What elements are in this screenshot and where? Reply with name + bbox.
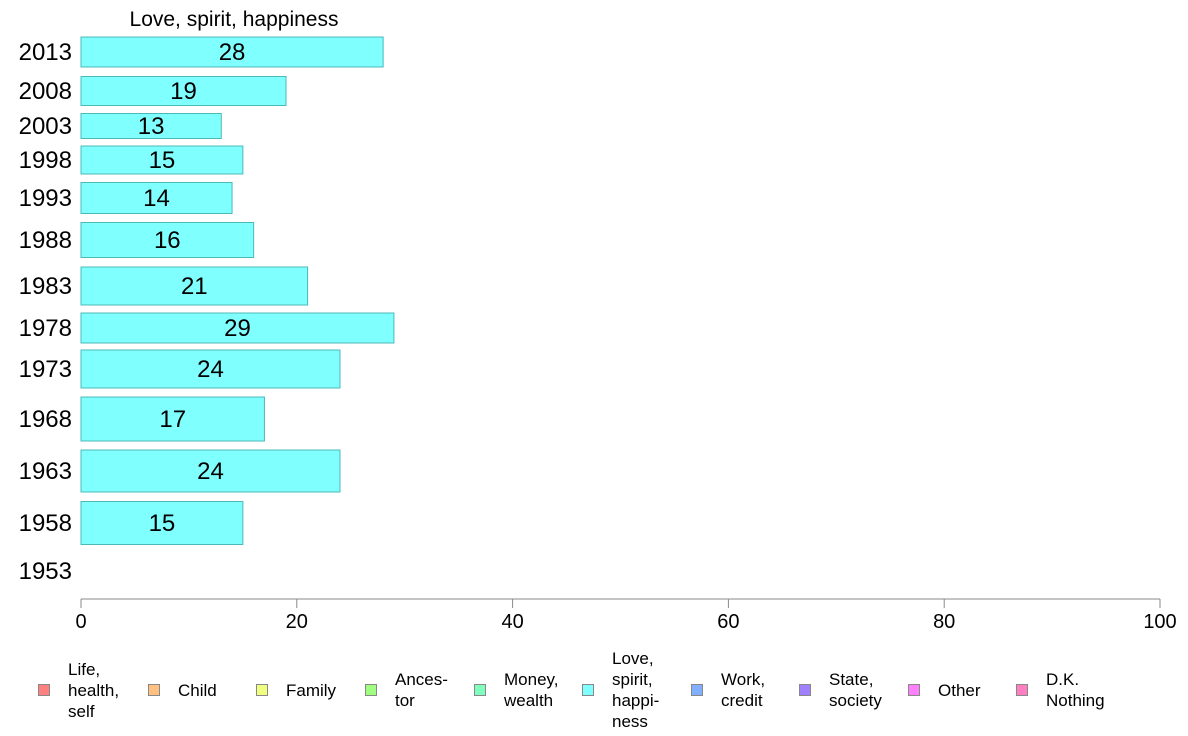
- data-label: 17: [159, 406, 186, 433]
- legend-swatch: [691, 684, 703, 696]
- legend-swatch: [38, 684, 50, 696]
- legend-item: Money, wealth: [474, 646, 559, 734]
- x-tick-label: 80: [933, 611, 955, 633]
- category-label: 1973: [19, 356, 72, 383]
- x-tick-label: 100: [1143, 611, 1176, 633]
- data-label: 21: [181, 273, 208, 300]
- legend-item: Ances- tor: [365, 646, 448, 734]
- x-tick-label: 60: [717, 611, 739, 633]
- legend-label: State, society: [829, 670, 882, 710]
- legend-swatch: [256, 684, 268, 696]
- legend-label: Ances- tor: [395, 670, 448, 710]
- legend-label: Family: [286, 680, 337, 700]
- bar: [80, 113, 222, 139]
- x-tick-label: 40: [501, 611, 523, 633]
- legend-label: Other: [938, 680, 981, 700]
- legend-item: Other: [908, 646, 981, 734]
- data-label: 28: [219, 39, 246, 66]
- bar: [80, 349, 341, 389]
- category-label: 1993: [19, 185, 72, 212]
- category-label: 2013: [19, 39, 72, 66]
- x-tick-label: 0: [75, 611, 86, 633]
- data-label: 13: [138, 113, 165, 140]
- legend-label: Life, health, self: [68, 659, 120, 721]
- legend-label: Work, credit: [721, 670, 766, 710]
- category-label: 2008: [19, 78, 72, 105]
- legend-item: Child: [148, 646, 217, 734]
- legend-label: Love, spirit, happi- ness: [612, 649, 660, 731]
- bar: [80, 222, 255, 258]
- x-tick-label: 20: [286, 611, 308, 633]
- bar: [80, 36, 384, 68]
- data-label: 19: [170, 78, 197, 105]
- legend-label: D.K. Nothing: [1046, 670, 1105, 710]
- category-label: 1953: [19, 558, 72, 585]
- bar: [80, 145, 244, 175]
- legend-item: Family: [256, 646, 336, 734]
- legend-item: D.K. Nothing: [1016, 646, 1105, 734]
- data-label: 14: [143, 185, 170, 212]
- legend-swatch: [365, 684, 377, 696]
- category-label: 1978: [19, 315, 72, 342]
- category-label: 1963: [19, 458, 72, 485]
- legend-swatch: [582, 684, 594, 696]
- chart-title: Love, spirit, happiness: [130, 8, 339, 31]
- legend-item: Love, spirit, happi- ness: [582, 646, 659, 734]
- data-label: 15: [149, 147, 176, 174]
- category-label: 1958: [19, 510, 72, 537]
- data-label: 24: [197, 458, 224, 485]
- data-label: 16: [154, 227, 181, 254]
- bar: [80, 449, 341, 493]
- legend-item: Life, health, self: [38, 646, 119, 734]
- legend-swatch: [799, 684, 811, 696]
- legend-item: Work, credit: [691, 646, 765, 734]
- category-label: 1988: [19, 227, 72, 254]
- bar: [80, 501, 244, 545]
- legend-swatch: [908, 684, 920, 696]
- bar: [80, 266, 309, 306]
- category-label: 1998: [19, 147, 72, 174]
- legend: Life, health, self Child Family Ances- tor M…: [38, 646, 1158, 734]
- legend-label: Child: [178, 680, 217, 700]
- data-label: 29: [224, 315, 251, 342]
- category-label: 1968: [19, 406, 72, 433]
- legend-swatch: [474, 684, 486, 696]
- data-label: 15: [149, 510, 176, 537]
- legend-item: State, society: [799, 646, 882, 734]
- category-label: 1983: [19, 273, 72, 300]
- bar: [80, 76, 287, 106]
- bar: [80, 396, 265, 442]
- bar: [80, 312, 395, 344]
- legend-swatch: [148, 684, 160, 696]
- category-label: 2003: [19, 113, 72, 140]
- legend-label: Money, wealth: [504, 670, 559, 710]
- legend-swatch: [1016, 684, 1028, 696]
- data-label: 24: [197, 356, 224, 383]
- bar: [80, 182, 233, 214]
